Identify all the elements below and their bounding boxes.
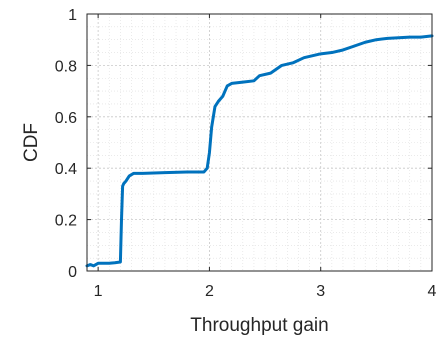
x-axis-label: Throughput gain	[190, 315, 328, 336]
y-tick-label: 0.4	[55, 161, 77, 178]
y-tick-label: 0	[68, 264, 77, 281]
x-tick-label: 1	[94, 283, 103, 300]
y-tick-label: 0.6	[55, 110, 77, 127]
axis-ticks: 1 2 3 4 0 0.2 0.4 0.6 0.8 1	[55, 7, 437, 300]
x-tick-label: 2	[205, 283, 214, 300]
y-tick-label: 1	[68, 7, 77, 24]
plot-frame	[86, 13, 433, 272]
grid-lines	[86, 13, 433, 272]
y-tick-label: 0.8	[55, 58, 77, 75]
series-line	[85, 34, 434, 268]
y-axis-label: CDF	[21, 123, 42, 162]
x-tick-label: 3	[316, 283, 325, 300]
y-tick-label: 0.2	[55, 213, 77, 230]
x-tick-label: 4	[428, 283, 437, 300]
